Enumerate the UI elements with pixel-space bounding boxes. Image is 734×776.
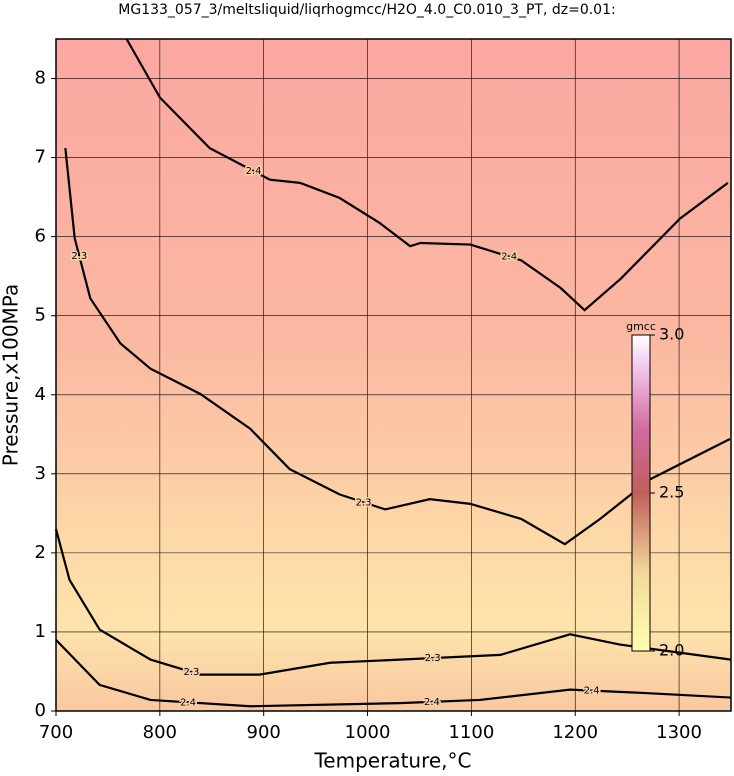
contour-label: 2.4 (501, 252, 517, 263)
contour-line (54, 528, 732, 676)
y-tick-label: 3 (35, 463, 46, 484)
contour-label: 2.4 (424, 697, 440, 708)
y-tick-label: 1 (35, 621, 46, 642)
chart-title: MG133_057_3/meltsliquid/liqrhogmcc/H2O_4… (118, 2, 615, 18)
y-tick-label: 8 (35, 68, 46, 89)
colorbar (631, 334, 651, 652)
contour-label: 2.3 (183, 667, 199, 678)
contour-label: 2.3 (356, 497, 372, 508)
x-axis-label: Temperature,°C (313, 749, 471, 773)
y-axis-label: Pressure,x100MPa (0, 284, 23, 466)
contour-line (125, 38, 729, 312)
contour-label: 2.4 (246, 166, 262, 177)
x-tick-label: 900 (247, 722, 281, 743)
contour-label: 2.4 (584, 686, 600, 697)
x-tick-label: 800 (143, 722, 177, 743)
colorbar-tick-label: 2.5 (659, 483, 684, 502)
y-tick-label: 5 (35, 305, 46, 326)
colorbar-tick-label: 3.0 (659, 325, 684, 344)
y-tick-label: 6 (35, 226, 46, 247)
y-tick-label: 4 (35, 384, 46, 405)
x-tick-label: 1000 (345, 722, 391, 743)
contour-label: 2.3 (425, 653, 441, 664)
x-tick-label: 1100 (448, 722, 494, 743)
y-tick-label: 2 (35, 542, 46, 563)
contour-label: 2.3 (71, 251, 87, 262)
contour-line (55, 639, 732, 708)
colorbar-tick-label: 2.0 (659, 641, 684, 660)
plot-frame (55, 38, 732, 712)
x-tick-label: 1200 (552, 722, 598, 743)
x-tick-label: 700 (39, 722, 73, 743)
y-tick-label: 7 (35, 147, 46, 168)
colorbar-label: gmcc (626, 320, 656, 333)
x-tick-label: 1300 (656, 722, 702, 743)
contour-label: 2.4 (180, 697, 196, 708)
plot-background (56, 39, 731, 711)
y-tick-label: 0 (35, 700, 46, 721)
contour-line (64, 147, 731, 546)
